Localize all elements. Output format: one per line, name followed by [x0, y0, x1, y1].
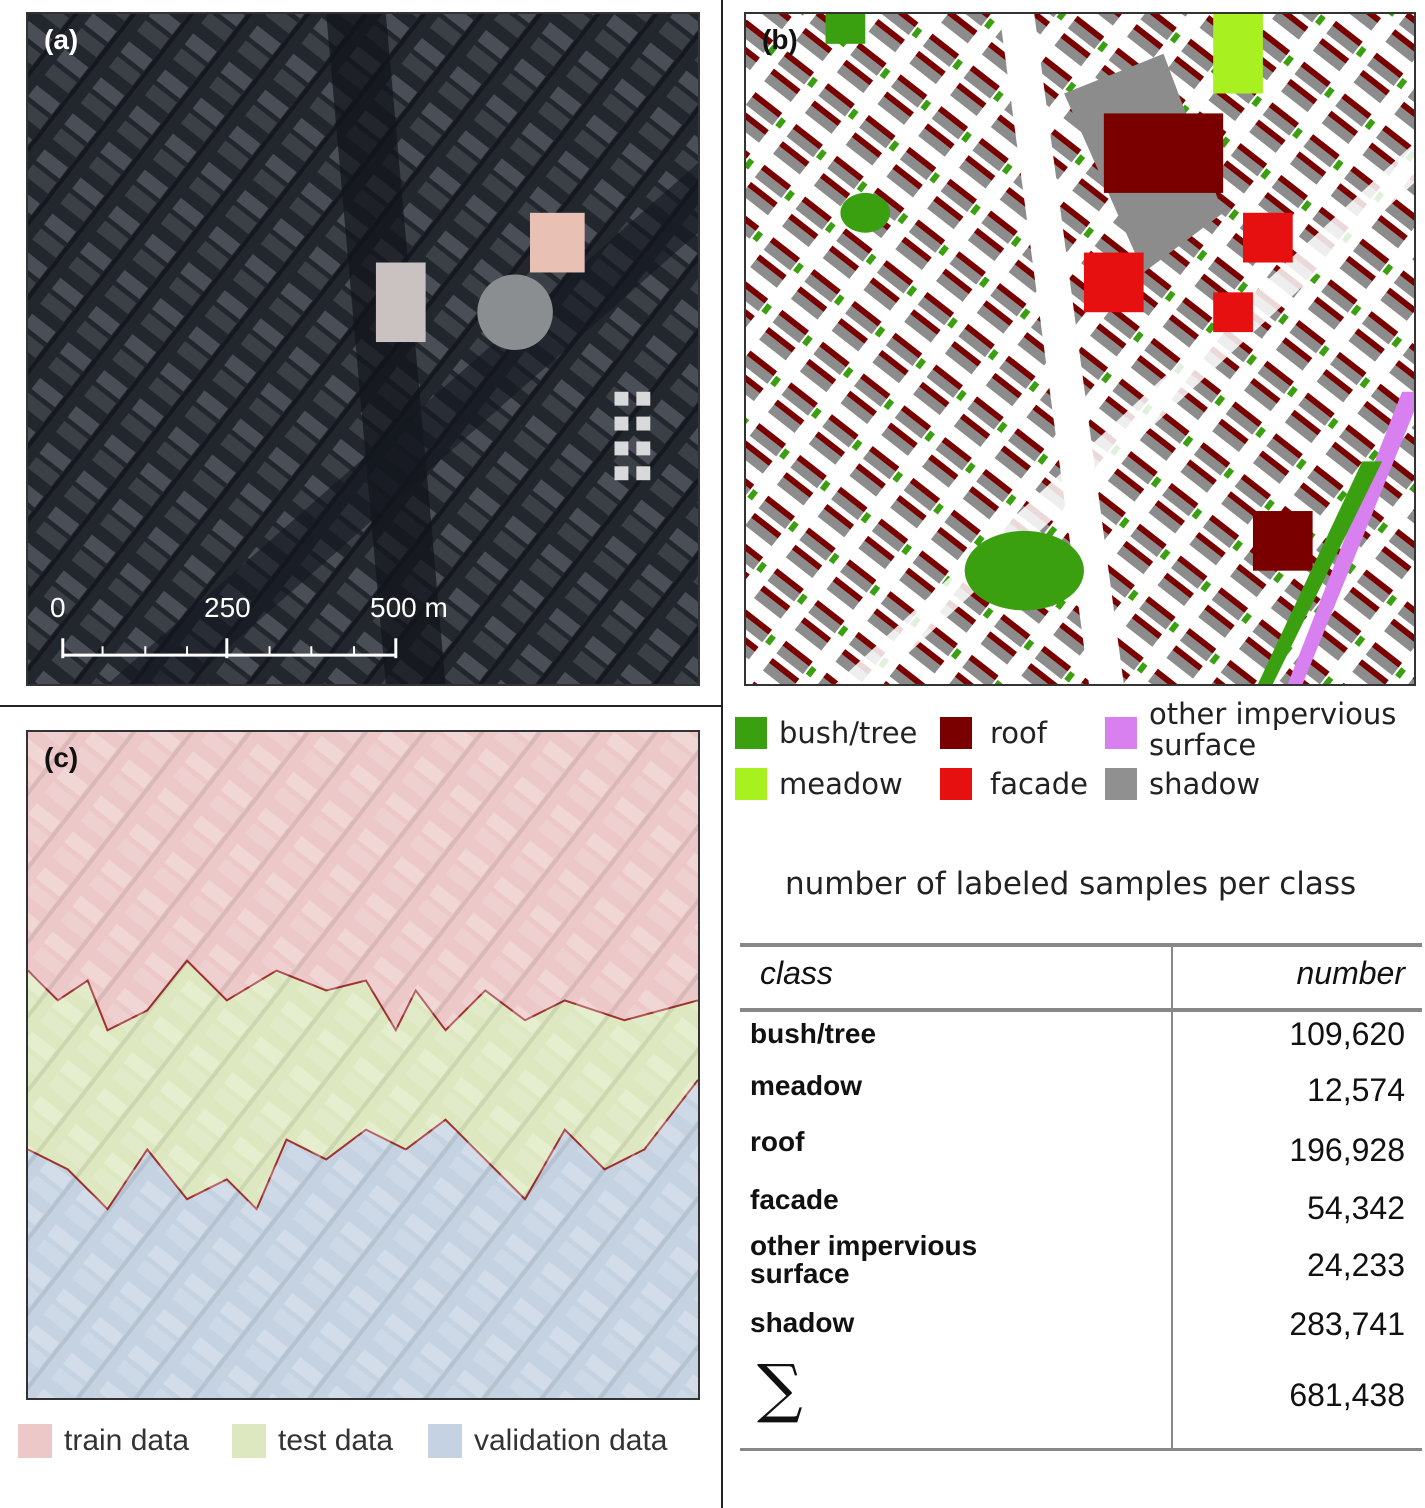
panel-a-aerial-image: (a) 0 250 500 m — [26, 12, 700, 686]
table-header-class: class — [760, 955, 833, 991]
legend-item-roof: roof — [940, 717, 1047, 749]
shadow-swatch — [1105, 768, 1137, 800]
legend-label: shadow — [1149, 767, 1261, 801]
legend-item-bush-tree: bush/tree — [735, 717, 917, 749]
roof-swatch — [940, 717, 972, 749]
table-header-rule — [740, 1008, 1422, 1012]
train-data-swatch — [18, 1424, 52, 1458]
data-split-map — [28, 732, 698, 1398]
sum-symbol: ∑ — [757, 1352, 803, 1426]
table-cell-number: 196,928 — [1289, 1132, 1405, 1168]
legend-item-test-data: test data — [232, 1424, 393, 1458]
table-cell-class: meadow — [750, 1070, 863, 1101]
scalebar-tick-0: 0 — [50, 592, 66, 623]
legend-item-meadow: meadow — [735, 768, 903, 800]
facade-swatch — [940, 768, 972, 800]
legend-label-line2: surface — [1149, 728, 1257, 762]
classification-map — [746, 14, 1414, 684]
table-cell-number: 54,342 — [1307, 1190, 1405, 1226]
scalebar-tick-250: 250 — [204, 592, 251, 623]
table-cell-number: 109,620 — [1289, 1016, 1405, 1052]
panel-a-label: (a) — [44, 24, 79, 55]
legend-label: validation data — [474, 1424, 668, 1457]
legend-label: meadow — [779, 767, 903, 801]
panel-c-label: (c) — [44, 742, 79, 773]
legend-label: bush/tree — [779, 716, 918, 750]
legend-label-line1: other impervious — [1149, 697, 1397, 731]
table-cell-class-line1: other impervious — [750, 1230, 978, 1261]
legend-item-shadow: shadow — [1105, 768, 1260, 800]
legend-label: test data — [278, 1424, 394, 1457]
other-impervious-swatch — [1105, 717, 1137, 749]
legend-item-facade: facade — [940, 768, 1088, 800]
table-title: number of labeled samples per class — [785, 866, 1357, 902]
table-column-divider — [1171, 945, 1173, 1450]
legend-label: train data — [64, 1424, 190, 1457]
table-top-rule — [740, 943, 1422, 947]
table-cell-class-line2: surface — [750, 1258, 850, 1289]
table-cell-number: 283,741 — [1289, 1306, 1405, 1342]
scalebar-tick-500: 500 m — [370, 592, 448, 623]
aerial-image — [28, 14, 698, 684]
table-cell-number: 12,574 — [1307, 1072, 1405, 1108]
legend-item-other-impervious-surface: other impervious surface — [1105, 699, 1396, 761]
table-cell-number: 24,233 — [1307, 1247, 1405, 1283]
test-data-swatch — [232, 1424, 266, 1458]
table-cell-class: facade — [750, 1184, 839, 1215]
validation-data-swatch — [428, 1424, 462, 1458]
panel-c-data-split: (c) — [26, 730, 700, 1400]
legend-item-train-data: train data — [18, 1424, 189, 1458]
panel-b-label: (b) — [762, 24, 798, 55]
table-total-number: 681,438 — [1289, 1377, 1405, 1413]
table-bottom-rule — [740, 1448, 1422, 1451]
vertical-divider — [721, 0, 723, 1508]
legend-label: facade — [990, 767, 1088, 801]
table-cell-class: shadow — [750, 1307, 855, 1338]
meadow-swatch — [735, 768, 767, 800]
table-cell-class: roof — [750, 1126, 805, 1157]
legend-item-validation-data: validation data — [428, 1424, 667, 1458]
panel-b-classification-map: (b) — [744, 12, 1416, 686]
legend-label: roof — [990, 716, 1047, 750]
table-header-number: number — [1296, 955, 1406, 991]
table-cell-class: bush/tree — [750, 1018, 877, 1049]
bush-tree-swatch — [735, 717, 767, 749]
horizontal-divider — [0, 705, 722, 707]
